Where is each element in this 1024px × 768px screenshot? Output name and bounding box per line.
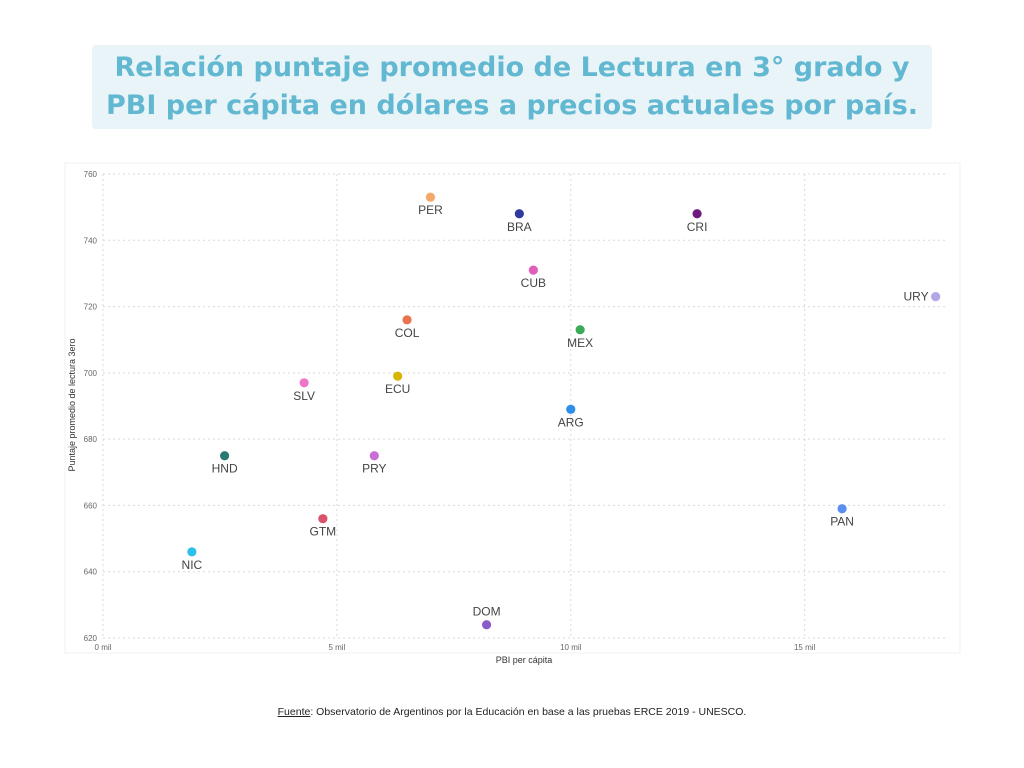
point-labels: PER BRA CRI CUB URY COL MEX ECU SLV ARG HND PRY PAN G… [182, 203, 929, 619]
x-tick-label: 10 mil [560, 643, 582, 652]
y-tick-label: 680 [84, 435, 98, 444]
panel-border [64, 162, 961, 654]
point-label-pan: PAN [830, 515, 854, 529]
point-pry [369, 451, 379, 461]
chart-panel [64, 162, 961, 654]
y-axis-ticks: 620 640 660 680 700 720 740 760 [84, 170, 98, 643]
y-tick-label: 640 [84, 568, 98, 577]
y-tick-label: 620 [84, 634, 98, 643]
point-label-dom: DOM [473, 605, 501, 619]
point-col [402, 315, 412, 325]
y-tick-label: 700 [84, 369, 98, 378]
y-tick-label: 760 [84, 170, 98, 179]
source-note: Fuente: Observatorio de Argentinos por l… [0, 706, 1024, 718]
point-label-hnd: HND [212, 462, 238, 476]
x-axis-label: PBI per cápita [496, 655, 553, 665]
y-tick-label: 740 [84, 236, 98, 245]
y-tick-label: 660 [84, 501, 98, 510]
point-label-mex: MEX [567, 336, 593, 350]
point-label-slv: SLV [293, 389, 315, 403]
grid-lines [102, 173, 945, 639]
scatter-chart: 620 640 660 680 700 720 740 760 0 mil 5 mil 10 mi… [64, 162, 961, 665]
point-pan [837, 504, 847, 514]
chart-title-line-1: Relación puntaje promedio de Lectura en … [114, 52, 910, 83]
x-tick-label: 5 mil [328, 643, 345, 652]
point-ury [931, 292, 941, 302]
point-label-pry: PRY [362, 462, 386, 476]
point-label-arg: ARG [558, 415, 584, 429]
x-tick-label: 0 mil [95, 643, 112, 652]
point-label-col: COL [395, 326, 420, 340]
point-bra [514, 209, 524, 219]
point-gtm [318, 514, 328, 524]
point-dom [481, 620, 492, 630]
point-slv [299, 378, 309, 388]
x-tick-label: 15 mil [794, 643, 816, 652]
point-mex [575, 325, 585, 335]
point-per [425, 192, 436, 202]
point-label-nic: NIC [182, 558, 203, 572]
source-label: Fuente [277, 706, 311, 718]
point-label-ury: URY [904, 290, 929, 304]
chart-title-line-2: PBI per cápita en dólares a precios actu… [105, 90, 919, 121]
point-label-cub: CUB [521, 276, 546, 290]
point-label-cri: CRI [687, 220, 708, 234]
point-nic [187, 547, 197, 557]
source-text: : Observatorio de Argentinos por la Educ… [310, 706, 747, 718]
point-cub [528, 265, 538, 275]
point-arg [566, 404, 576, 414]
title-box: Relación puntaje promedio de Lectura en … [92, 45, 932, 129]
point-hnd [220, 451, 230, 461]
point-cri [692, 209, 702, 219]
data-points [187, 192, 941, 630]
x-axis-ticks: 0 mil 5 mil 10 mil 15 mil [95, 643, 816, 652]
y-axis-label: Puntaje promedio de lectura 3ero [67, 338, 77, 471]
point-ecu [393, 371, 403, 381]
point-label-ecu: ECU [385, 382, 410, 396]
point-label-gtm: GTM [310, 525, 337, 539]
point-label-per: PER [418, 203, 443, 217]
y-tick-label: 720 [84, 303, 98, 312]
point-label-bra: BRA [507, 220, 532, 234]
